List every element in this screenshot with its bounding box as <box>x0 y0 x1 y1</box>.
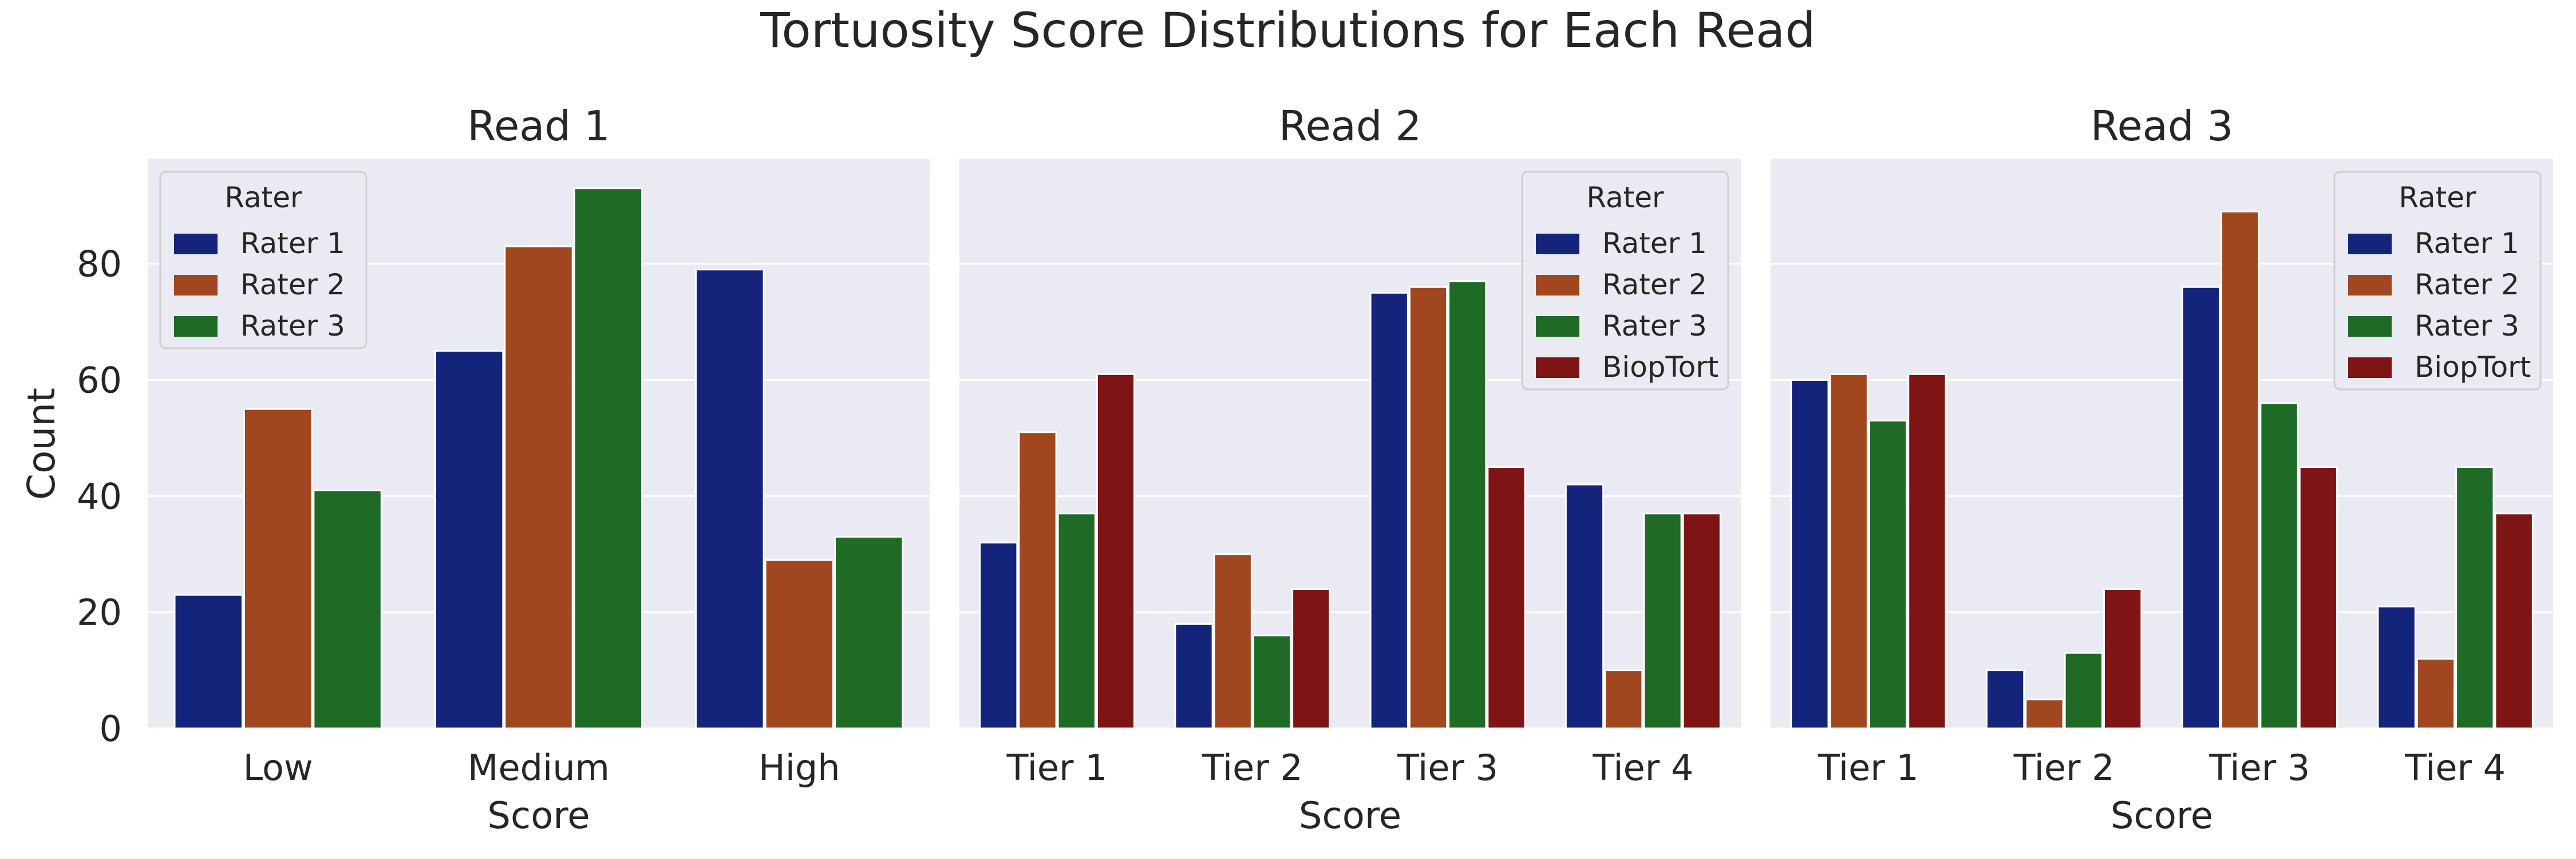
panel-read-3: Read 3 Tier 1 Tier 2 Tier 3 Tier 4 Score Rater… <box>1771 102 2553 837</box>
panel-read-1: 0 20 40 60 80 Read 1 Low Medium High Score Count Ra… <box>19 102 930 837</box>
legend-entry: Rater 1 <box>240 227 345 260</box>
bar-bioptort <box>1096 373 1136 730</box>
legend-swatch <box>1536 357 1579 378</box>
bar-bioptort <box>2494 513 2534 730</box>
x-axis-label: Score <box>2111 795 2213 837</box>
legend-entry: Rater 1 <box>2415 227 2519 260</box>
y-tick-label: 40 <box>77 475 122 517</box>
bar-rater-2 <box>1213 553 1253 730</box>
legend-entry: Rater 3 <box>2415 309 2519 342</box>
x-axis-label: Score <box>487 795 590 837</box>
legend-swatch <box>174 316 218 337</box>
legend: Rater Rater 1 Rater 2 Rater 3 <box>159 171 368 349</box>
legend-entry: Rater 2 <box>2415 268 2519 301</box>
panel-title: Read 2 <box>1279 102 1422 150</box>
bar-rater-3 <box>1252 635 1292 730</box>
legend-swatch <box>1536 275 1579 295</box>
bar-rater-3 <box>834 535 904 730</box>
x-tick-label: Tier 2 <box>2013 747 2115 789</box>
bar-rater-3 <box>2455 466 2495 730</box>
bar-rater-2 <box>764 559 835 730</box>
bar-bioptort <box>2298 466 2338 730</box>
bar-rater-1 <box>2377 605 2416 730</box>
bar-rater-2 <box>1408 286 1448 730</box>
legend-title: Rater <box>1586 181 1664 214</box>
bar-bioptort <box>1682 513 1721 730</box>
legend: Rater Rater 1 Rater 2 Rater 3 BiopTort <box>2333 171 2542 391</box>
bar-rater-1 <box>1174 622 1214 730</box>
bar-rater-1 <box>979 541 1018 730</box>
y-tick-label: 0 <box>100 708 122 750</box>
figure-title: Tortuosity Score Distributions for Each … <box>760 2 1815 58</box>
legend-swatch <box>2348 316 2392 337</box>
panel-read-2: Read 2 Tier 1 Tier 2 Tier 3 Tier 4 Score Rater… <box>959 102 1741 837</box>
bar-rater-1 <box>695 269 765 730</box>
y-tick-label: 60 <box>77 359 122 401</box>
bar-rater-3 <box>1643 513 1682 730</box>
legend-title: Rater <box>2399 181 2476 214</box>
legend-swatch <box>2348 234 2392 254</box>
x-tick-label: Tier 1 <box>1006 747 1108 789</box>
legend-entry: BiopTort <box>1602 350 1718 384</box>
bar-rater-2 <box>243 408 313 730</box>
bar-rater-2 <box>1829 373 1868 730</box>
x-tick-label: Tier 3 <box>1397 747 1498 789</box>
x-tick-label: Tier 1 <box>1818 747 1919 789</box>
x-tick-label: High <box>758 747 840 789</box>
bar-rater-3 <box>2064 652 2103 730</box>
bar-rater-3 <box>313 489 382 730</box>
panels: 0 20 40 60 80 Read 1 Low Medium High Score Count Ra… <box>19 102 2553 837</box>
legend-swatch <box>174 234 218 254</box>
bar-rater-1 <box>434 350 504 730</box>
legend-swatch <box>1536 316 1579 337</box>
legend-entry: Rater 2 <box>1602 268 1707 301</box>
x-axis-label: Score <box>1299 795 1401 837</box>
legend: Rater Rater 1 Rater 2 Rater 3 BiopTort <box>1521 171 1729 391</box>
y-tick-label: 80 <box>77 243 122 285</box>
y-tick-label: 20 <box>77 592 122 633</box>
legend-entry: Rater 3 <box>1602 309 1707 342</box>
bar-rater-2 <box>1018 431 1057 730</box>
legend-swatch <box>2348 275 2392 295</box>
bar-rater-3 <box>1057 513 1096 730</box>
legend-entry: Rater 1 <box>1602 227 1707 260</box>
x-tick-label: Low <box>243 747 313 789</box>
legend-entry: BiopTort <box>2415 350 2531 384</box>
bar-bioptort <box>2103 588 2143 730</box>
legend-entry: Rater 2 <box>240 268 345 301</box>
legend-box <box>159 171 368 349</box>
bar-rater-1 <box>2181 286 2221 730</box>
y-axis-label: Count <box>19 388 64 500</box>
bar-rater-2 <box>1604 669 1643 730</box>
bar-bioptort <box>1291 588 1331 730</box>
bar-rater-2 <box>2025 698 2064 730</box>
bar-rater-3 <box>2259 402 2299 730</box>
x-tick-label: Tier 3 <box>2208 747 2310 789</box>
bar-rater-3 <box>573 187 643 730</box>
bar-rater-2 <box>2221 210 2260 730</box>
bar-bioptort <box>1487 466 1526 730</box>
bar-rater-1 <box>173 594 243 730</box>
bar-rater-1 <box>1369 291 1409 730</box>
bar-rater-2 <box>2416 657 2456 730</box>
x-tick-label: Tier 4 <box>1592 747 1693 789</box>
bar-bioptort <box>1907 373 1947 730</box>
bar-rater-3 <box>1448 280 1487 730</box>
bar-rater-1 <box>1790 379 1830 730</box>
bar-rater-1 <box>1985 669 2025 730</box>
panel-title: Read 3 <box>2091 102 2234 150</box>
legend-title: Rater <box>224 181 302 214</box>
panel-title: Read 1 <box>467 102 610 150</box>
bar-rater-3 <box>1868 419 1908 730</box>
x-tick-label: Medium <box>468 747 610 789</box>
legend-swatch <box>2348 357 2392 378</box>
x-tick-label: Tier 4 <box>2404 747 2506 789</box>
bar-rater-2 <box>504 245 574 730</box>
bar-rater-1 <box>1564 483 1605 730</box>
legend-swatch <box>174 275 218 295</box>
x-tick-label: Tier 2 <box>1202 747 1303 789</box>
legend-swatch <box>1536 234 1579 254</box>
legend-entry: Rater 3 <box>240 309 345 342</box>
